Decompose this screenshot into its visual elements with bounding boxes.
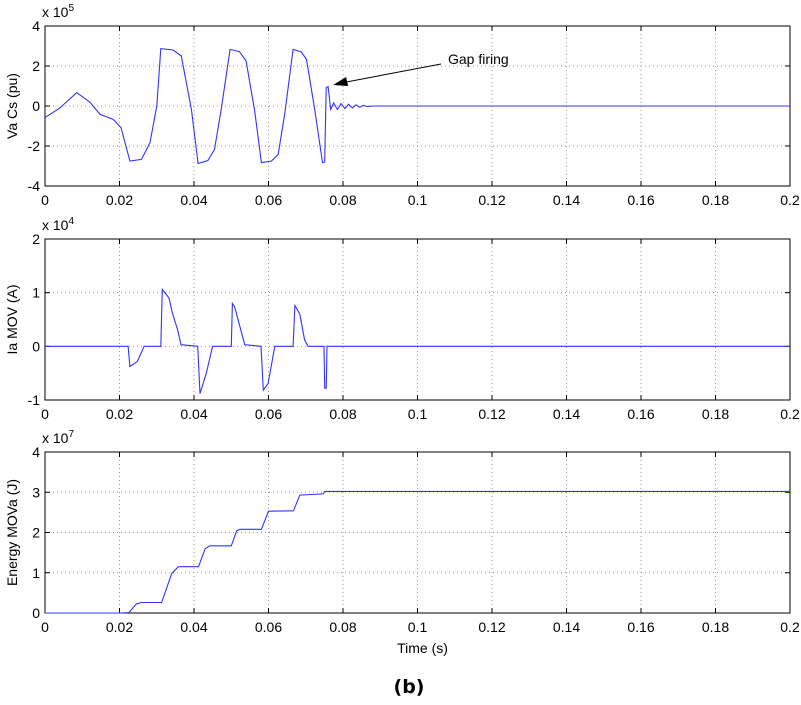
x-tick-label: 0.06 <box>255 192 282 208</box>
y-tick-label: -4 <box>28 178 41 194</box>
series-line <box>45 287 790 394</box>
x-tick-label: 0.18 <box>702 406 729 422</box>
x-tick-label: 0.14 <box>553 192 580 208</box>
x-tick-label: 0.2 <box>780 619 800 635</box>
x-tick-label: 0.06 <box>255 406 282 422</box>
y-exponent-label: x 104 <box>42 216 74 233</box>
x-tick-label: 0.08 <box>329 192 356 208</box>
y-tick-label: -2 <box>28 138 41 154</box>
x-tick-label: 0.1 <box>408 192 428 208</box>
y-tick-label: 0 <box>32 338 40 354</box>
x-tick-label: 0 <box>41 406 49 422</box>
x-tick-label: 0 <box>41 619 49 635</box>
y-tick-label: 4 <box>32 18 40 34</box>
y-tick-label: 1 <box>32 285 40 301</box>
series-line <box>44 47 790 165</box>
x-tick-label: 0.18 <box>702 192 729 208</box>
y-exponent-label: x 105 <box>42 3 74 20</box>
x-tick-label: 0.18 <box>702 619 729 635</box>
y-tick-label: 0 <box>32 605 40 621</box>
y-tick-label: 2 <box>32 525 40 541</box>
y-tick-label: 4 <box>32 444 40 460</box>
x-tick-label: 0.12 <box>478 192 505 208</box>
x-axis-label: Time (s) <box>397 640 448 656</box>
y-tick-label: 2 <box>32 58 40 74</box>
x-tick-label: 0.14 <box>553 619 580 635</box>
x-tick-label: 0.04 <box>180 192 207 208</box>
annotation-arrow <box>341 63 442 84</box>
x-tick-label: 0.14 <box>553 406 580 422</box>
annotation-label: Gap firing <box>448 51 509 67</box>
x-tick-label: 0.1 <box>408 406 428 422</box>
x-tick-label: 0.02 <box>106 619 133 635</box>
y-tick-label: 3 <box>32 484 40 500</box>
x-tick-label: 0.08 <box>329 619 356 635</box>
y-axis-label: Energy MOVa (J) <box>4 479 20 586</box>
annotation-arrowhead <box>333 77 349 86</box>
y-axis-label: Ia MOV (A) <box>4 284 20 354</box>
y-exponent-power: 4 <box>68 216 74 227</box>
x-tick-label: 0.16 <box>627 192 654 208</box>
y-tick-label: 2 <box>32 231 40 247</box>
subplot-1: 0 0.02 0.04 0.06 0.08 0.1 0.12 0.14 0.16 0.18 0.2 -… <box>4 3 800 208</box>
x-tick-label: 0.16 <box>627 406 654 422</box>
subplot-3: 0 0.02 0.04 0.06 0.08 0.1 0.12 0.14 0.16 0.18 0.2 0… <box>4 429 800 656</box>
series-line <box>45 490 790 614</box>
axes-box <box>44 238 791 401</box>
figure-caption: (b) <box>394 676 425 698</box>
x-tick-label: 0.04 <box>180 406 207 422</box>
x-tick-label: 0.08 <box>329 406 356 422</box>
x-tick-label: 0.06 <box>255 619 282 635</box>
x-tick-label: 0.2 <box>780 192 800 208</box>
x-tick-label: 0.12 <box>478 406 505 422</box>
x-tick-label: 0.04 <box>180 619 207 635</box>
y-tick-label: 1 <box>32 565 40 581</box>
y-tick-label: -1 <box>28 392 41 408</box>
y-axis-label: Va Cs (pu) <box>4 73 20 139</box>
x-tick-label: 0.02 <box>106 406 133 422</box>
x-tick-label: 0.12 <box>478 619 505 635</box>
y-exponent-power: 5 <box>68 3 74 14</box>
x-tick-label: 0.02 <box>106 192 133 208</box>
x-tick-label: 0.2 <box>780 406 800 422</box>
y-exponent-power: 7 <box>68 429 74 440</box>
y-tick-label: 0 <box>32 98 40 114</box>
x-tick-label: 0.1 <box>408 619 428 635</box>
axes-box <box>44 451 791 614</box>
y-exponent-label: x 107 <box>42 429 74 446</box>
x-tick-label: 0.16 <box>627 619 654 635</box>
subplot-2: 0 0.02 0.04 0.06 0.08 0.1 0.12 0.14 0.16 0.18 0.2 -… <box>4 216 800 422</box>
x-tick-label: 0 <box>41 192 49 208</box>
